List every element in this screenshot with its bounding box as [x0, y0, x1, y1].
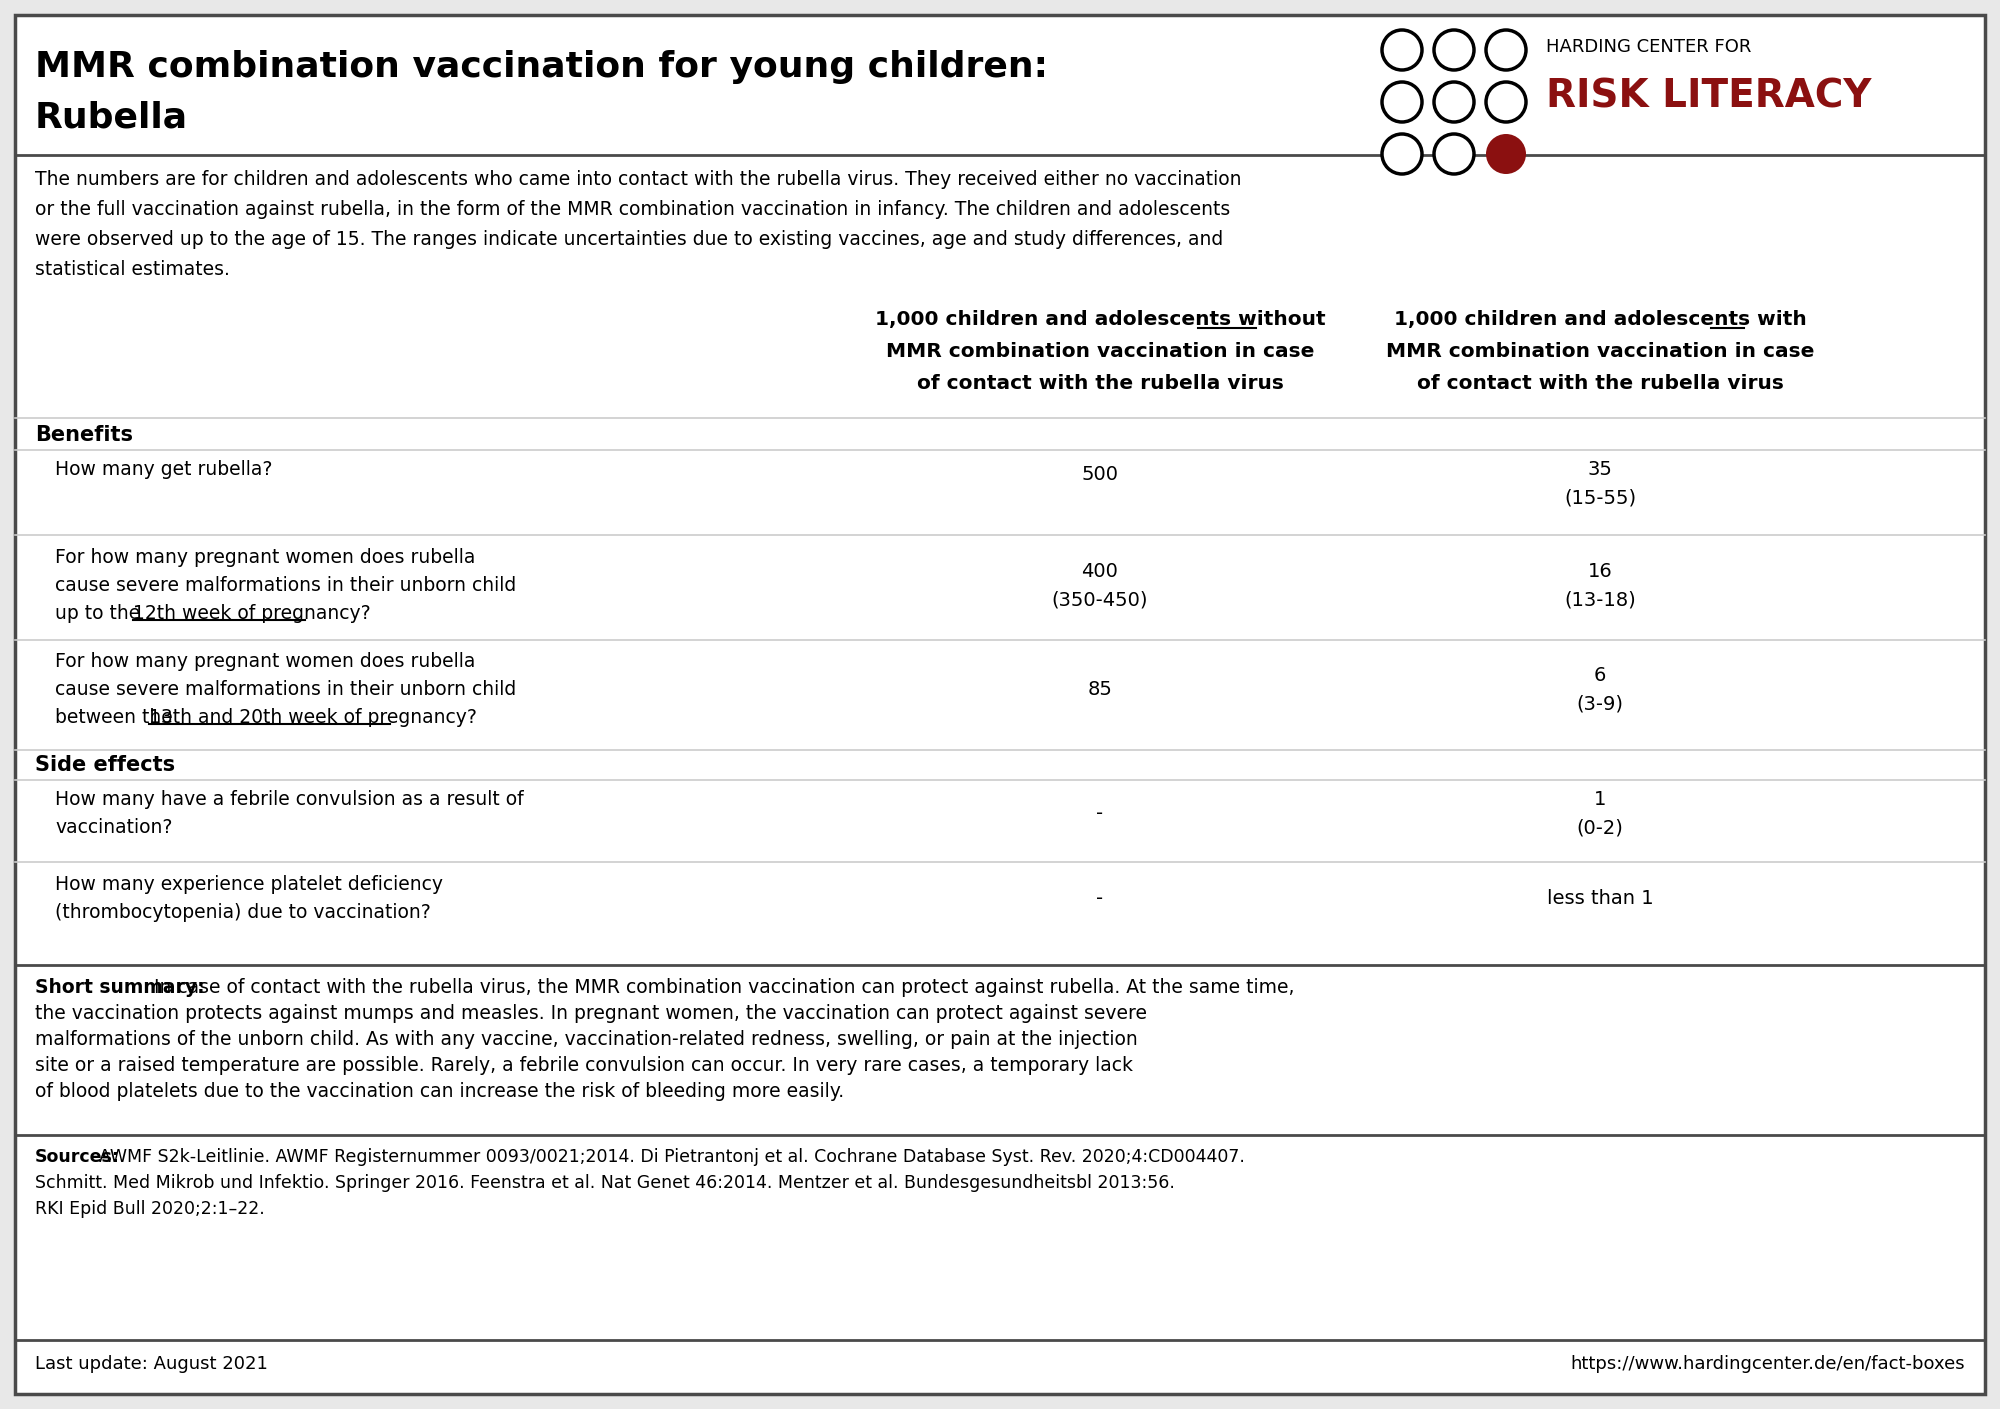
Text: https://www.hardingcenter.de/en/fact-boxes: https://www.hardingcenter.de/en/fact-box… — [1570, 1355, 1964, 1372]
Text: How many have a febrile convulsion as a result of: How many have a febrile convulsion as a … — [56, 790, 524, 809]
Text: How many experience platelet deficiency: How many experience platelet deficiency — [56, 875, 444, 893]
Circle shape — [1486, 30, 1526, 70]
Text: MMR combination vaccination for young children:: MMR combination vaccination for young ch… — [36, 49, 1048, 85]
Text: HARDING CENTER FOR: HARDING CENTER FOR — [1546, 38, 1752, 56]
Text: For how many pregnant women does rubella: For how many pregnant women does rubella — [56, 652, 476, 671]
Text: Sources:: Sources: — [36, 1148, 120, 1167]
Text: or the full vaccination against rubella, in the form of the MMR combination vacc: or the full vaccination against rubella,… — [36, 200, 1230, 218]
Text: 13th and 20th week of pregnancy?: 13th and 20th week of pregnancy? — [148, 707, 476, 727]
Circle shape — [1434, 30, 1474, 70]
Text: (thrombocytopenia) due to vaccination?: (thrombocytopenia) due to vaccination? — [56, 903, 430, 921]
Text: 1: 1 — [1594, 790, 1606, 809]
Text: How many get rubella?: How many get rubella? — [56, 459, 272, 479]
Text: (15-55): (15-55) — [1564, 488, 1636, 507]
Circle shape — [1382, 134, 1422, 173]
Circle shape — [1486, 134, 1526, 173]
Text: MMR combination vaccination in case: MMR combination vaccination in case — [886, 342, 1314, 361]
Text: 35: 35 — [1588, 459, 1612, 479]
Text: RKI Epid Bull 2020;2:1–22.: RKI Epid Bull 2020;2:1–22. — [36, 1200, 264, 1217]
Text: Schmitt. Med Mikrob und Infektio. Springer 2016. Feenstra et al. Nat Genet 46:20: Schmitt. Med Mikrob und Infektio. Spring… — [36, 1174, 1174, 1192]
Circle shape — [1434, 82, 1474, 123]
Text: site or a raised temperature are possible. Rarely, a febrile convulsion can occu: site or a raised temperature are possibl… — [36, 1055, 1132, 1075]
Text: 16: 16 — [1588, 562, 1612, 581]
Text: vaccination?: vaccination? — [56, 819, 172, 837]
Text: AWMF S2k-Leitlinie. AWMF Registernummer 0093/0021;2014. Di Pietrantonj et al. Co: AWMF S2k-Leitlinie. AWMF Registernummer … — [100, 1148, 1244, 1167]
Circle shape — [1382, 30, 1422, 70]
Text: The numbers are for children and adolescents who came into contact with the rube: The numbers are for children and adolesc… — [36, 170, 1242, 189]
Text: of contact with the rubella virus: of contact with the rubella virus — [1416, 373, 1784, 393]
Circle shape — [1434, 134, 1474, 173]
Text: Benefits: Benefits — [36, 426, 132, 445]
Text: 1,000 children and adolescents with: 1,000 children and adolescents with — [1394, 310, 1806, 328]
Text: 400: 400 — [1082, 562, 1118, 581]
Text: 85: 85 — [1088, 681, 1112, 699]
Text: cause severe malformations in their unborn child: cause severe malformations in their unbo… — [56, 576, 516, 595]
Text: 500: 500 — [1082, 465, 1118, 485]
Text: 1,000 children and adolescents without: 1,000 children and adolescents without — [874, 310, 1326, 328]
Text: of blood platelets due to the vaccination can increase the risk of bleeding more: of blood platelets due to the vaccinatio… — [36, 1082, 844, 1100]
Circle shape — [1486, 82, 1526, 123]
Text: Short summary:: Short summary: — [36, 978, 204, 998]
Text: (13-18): (13-18) — [1564, 590, 1636, 609]
Circle shape — [1382, 82, 1422, 123]
Text: For how many pregnant women does rubella: For how many pregnant women does rubella — [56, 548, 476, 566]
Text: cause severe malformations in their unborn child: cause severe malformations in their unbo… — [56, 681, 516, 699]
Text: between the: between the — [56, 707, 178, 727]
Text: 12th week of pregnancy?: 12th week of pregnancy? — [132, 604, 370, 623]
Text: (0-2): (0-2) — [1576, 819, 1624, 837]
Text: less than 1: less than 1 — [1546, 889, 1654, 907]
Text: In case of contact with the rubella virus, the MMR combination vaccination can p: In case of contact with the rubella viru… — [154, 978, 1294, 998]
Text: Side effects: Side effects — [36, 755, 176, 775]
Text: of contact with the rubella virus: of contact with the rubella virus — [916, 373, 1284, 393]
Text: -: - — [1096, 889, 1104, 907]
Text: Rubella: Rubella — [36, 100, 188, 134]
Text: Last update: August 2021: Last update: August 2021 — [36, 1355, 268, 1372]
Text: (3-9): (3-9) — [1576, 695, 1624, 713]
Text: statistical estimates.: statistical estimates. — [36, 261, 230, 279]
Text: RISK LITERACY: RISK LITERACY — [1546, 77, 1872, 116]
Text: the vaccination protects against mumps and measles. In pregnant women, the vacci: the vaccination protects against mumps a… — [36, 1005, 1148, 1023]
Text: 6: 6 — [1594, 666, 1606, 685]
Text: up to the: up to the — [56, 604, 146, 623]
Text: (350-450): (350-450) — [1052, 590, 1148, 609]
Text: MMR combination vaccination in case: MMR combination vaccination in case — [1386, 342, 1814, 361]
Text: malformations of the unborn child. As with any vaccine, vaccination-related redn: malformations of the unborn child. As wi… — [36, 1030, 1138, 1048]
Text: -: - — [1096, 805, 1104, 823]
Text: were observed up to the age of 15. The ranges indicate uncertainties due to exis: were observed up to the age of 15. The r… — [36, 230, 1224, 249]
